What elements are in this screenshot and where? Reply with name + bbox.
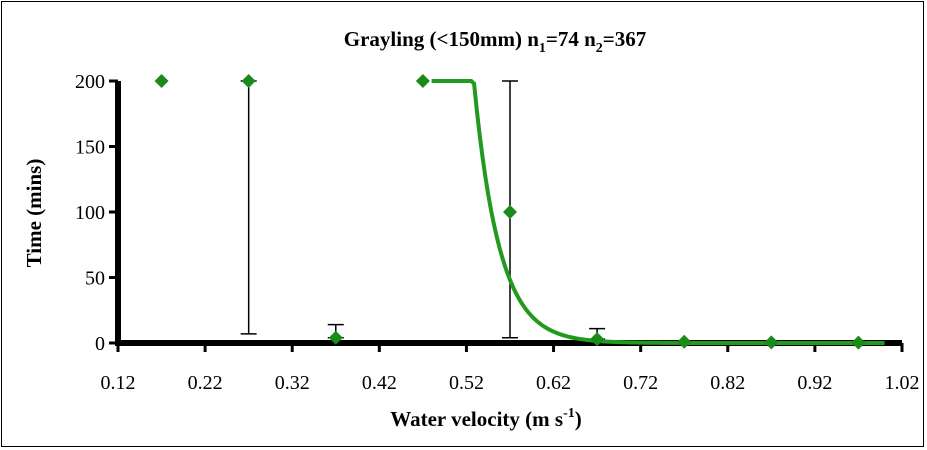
data-point: [590, 332, 605, 347]
y-tick-label: 50: [85, 268, 105, 290]
x-tick-label: 0.82: [710, 372, 745, 394]
data-point: [154, 74, 169, 88]
data-point: [328, 330, 343, 345]
y-tick-label: 150: [75, 137, 105, 159]
data-point: [764, 335, 779, 350]
data-point: [851, 335, 866, 350]
x-tick-label: 0.22: [188, 372, 223, 394]
chart-title: Grayling (<150mm) n1=74 n2=367: [344, 27, 647, 56]
x-tick-label: 0.32: [275, 372, 310, 394]
data-point: [415, 74, 430, 88]
y-tick-label: 200: [75, 71, 105, 93]
y-tick-label: 100: [75, 202, 105, 224]
data-point: [503, 205, 517, 219]
plot-area: 0 50 100 150 200 0.12 0.22 0.32 0.42 0.52 0.62 0.72…: [75, 71, 920, 394]
x-tick-label: 0.62: [536, 372, 571, 394]
x-tick-label: 0.52: [449, 372, 484, 394]
data-point: [241, 74, 256, 88]
x-tick-label: 0.72: [623, 372, 658, 394]
x-tick-label: 0.12: [101, 372, 136, 394]
data-point: [677, 334, 692, 349]
y-tick-label: 0: [95, 333, 105, 355]
fit-curve: [431, 79, 885, 345]
x-tick-label: 1.02: [885, 372, 920, 394]
x-tick-label: 0.92: [797, 372, 832, 394]
x-axis-label: Water velocity (m s-1): [390, 406, 581, 431]
y-axis-label: Time (mins): [22, 159, 46, 268]
x-tick-label: 0.42: [362, 372, 397, 394]
